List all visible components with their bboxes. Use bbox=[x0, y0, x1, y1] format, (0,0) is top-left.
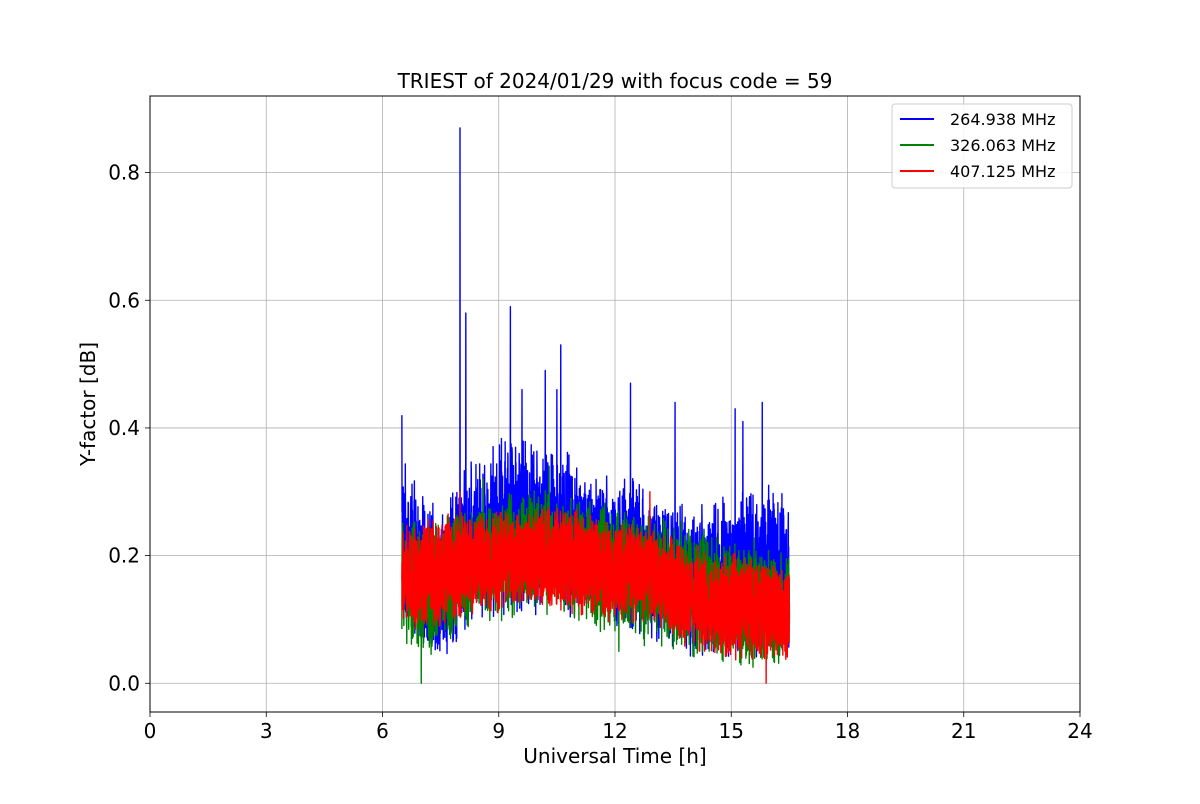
x-tick-label: 3 bbox=[260, 719, 273, 743]
legend-box bbox=[891, 103, 1073, 189]
legend-label-2: 326.063 MHz bbox=[950, 136, 1055, 155]
x-tick-label: 0 bbox=[144, 719, 157, 743]
x-tick-label: 12 bbox=[602, 719, 627, 743]
legend-label-1: 264.938 MHz bbox=[950, 110, 1055, 129]
x-tick-label: 24 bbox=[1067, 719, 1092, 743]
y-axis-label: Y-factor [dB] bbox=[76, 342, 100, 467]
y-tick-label: 0.2 bbox=[108, 544, 140, 568]
x-tick-label: 15 bbox=[719, 719, 744, 743]
chart-title: TRIEST of 2024/01/29 with focus code = 5… bbox=[397, 69, 833, 93]
x-tick-label: 6 bbox=[376, 719, 389, 743]
y-tick-label: 0.0 bbox=[108, 671, 140, 695]
y-tick-label: 0.8 bbox=[108, 161, 140, 185]
x-tick-label: 9 bbox=[492, 719, 505, 743]
legend: 264.938 MHz 326.063 MHz 407.125 MHz bbox=[891, 103, 1073, 189]
series-line-3 bbox=[401, 491, 791, 684]
y-tick-label: 0.6 bbox=[108, 288, 140, 312]
x-axis-label: Universal Time [h] bbox=[523, 744, 706, 768]
legend-label-3: 407.125 MHz bbox=[950, 162, 1055, 181]
x-tick-label: 18 bbox=[835, 719, 860, 743]
y-tick-label: 0.4 bbox=[108, 416, 140, 440]
x-tick-label: 21 bbox=[951, 719, 976, 743]
